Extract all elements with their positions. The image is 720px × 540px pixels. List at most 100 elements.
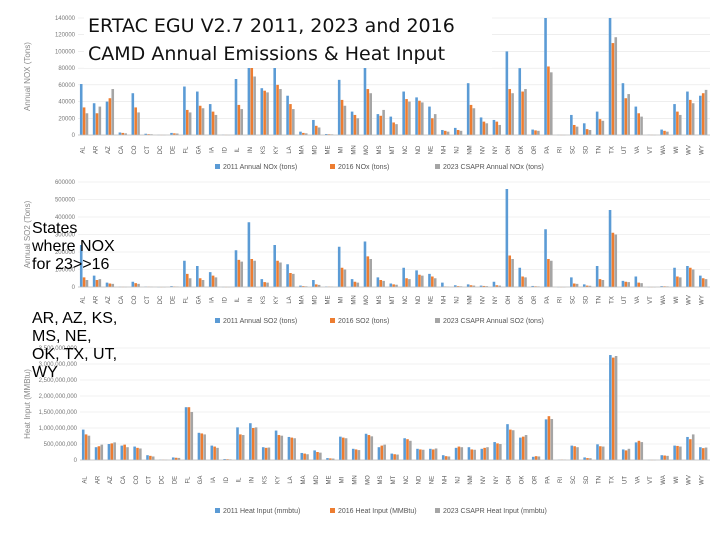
bar-UT-1 [624, 450, 628, 460]
bar-NY-0 [493, 442, 496, 460]
bar-MT-2 [396, 454, 399, 460]
y-tick-label: 2,000,000,000 [39, 394, 78, 400]
x-category-label: IA [209, 297, 215, 303]
bar-IA-1 [211, 275, 215, 287]
bar-MT-0 [389, 116, 393, 135]
bar-SD-2 [589, 458, 592, 460]
bar-AR-0 [94, 447, 98, 460]
bar-MD-2 [317, 284, 321, 287]
bar-PA-1 [547, 259, 550, 287]
x-category-label: CA [119, 146, 125, 154]
bar-LA-1 [289, 104, 292, 135]
x-category-label: OR [532, 475, 538, 485]
bar-NY-0 [492, 119, 496, 135]
x-category-label: MI [338, 146, 344, 153]
legend-label-2: 2023 CSAPR Annual NOx (tons) [443, 164, 544, 171]
bar-VA-0 [634, 276, 638, 287]
bar-KY-2 [279, 89, 282, 135]
bar-OK-2 [524, 277, 527, 287]
bar-OH-0 [506, 424, 509, 460]
bar-ME-2 [331, 458, 335, 460]
x-category-label: SC [571, 145, 577, 154]
x-category-label: ME [327, 476, 333, 485]
x-category-label: WA [661, 145, 667, 154]
bar-SC-2 [575, 283, 579, 287]
legend-swatch-0 [215, 318, 220, 323]
x-category-label: KS [261, 296, 267, 304]
y-tick-label: 40000 [58, 100, 75, 106]
bar-LA-0 [287, 436, 291, 460]
bar-MS-2 [382, 109, 385, 135]
bar-IL-1 [239, 434, 242, 460]
bar-AL-0 [79, 245, 83, 287]
bar-WA-2 [666, 131, 669, 135]
bar-SC-0 [570, 445, 574, 460]
bar-SC-0 [570, 277, 573, 287]
x-category-label: KY [275, 476, 281, 484]
legend-swatch-1 [330, 318, 335, 323]
bar-CO-2 [137, 283, 140, 287]
bar-ID-0 [223, 459, 226, 460]
bar-DE-2 [175, 133, 179, 135]
x-category-label: ID [222, 146, 228, 153]
x-category-label: MA [301, 476, 307, 485]
bar-OR-1 [534, 456, 538, 460]
bar-ND-0 [415, 97, 418, 135]
bar-MN-1 [353, 114, 357, 135]
x-category-label: VA [635, 296, 641, 304]
bar-MT-2 [395, 284, 398, 287]
bar-PA-2 [549, 260, 553, 287]
bar-UT-1 [624, 98, 628, 135]
bar-NV-2 [486, 447, 489, 460]
x-category-label: CO [134, 475, 140, 484]
bar-OK-0 [519, 437, 522, 460]
bar-ND-0 [416, 448, 419, 460]
x-category-label: AR [93, 145, 99, 154]
bar-NJ-1 [456, 286, 460, 287]
x-category-label: NV [480, 296, 486, 304]
bar-AL-1 [84, 434, 88, 460]
bar-MT-1 [392, 122, 395, 135]
note-line-4: AR, AZ, KS, [32, 310, 118, 327]
x-category-label: ND [417, 475, 423, 484]
x-category-label: FL [185, 476, 191, 484]
x-category-label: NH [442, 146, 448, 155]
x-category-label: OR [532, 145, 538, 155]
bar-CO-0 [131, 281, 135, 287]
bar-FL-0 [183, 86, 186, 135]
bar-AL-0 [81, 429, 85, 460]
x-category-label: TX [610, 476, 616, 484]
x-category-label: OH [507, 476, 513, 485]
so2-chart: 0 100000 200000 300000 400000 500000 600000 Ann… [23, 180, 710, 325]
x-category-label: MI [338, 296, 344, 303]
bar-MI-1 [340, 267, 344, 287]
bar-MS-1 [379, 115, 383, 135]
bar-OH-2 [511, 259, 514, 287]
bar-PA-0 [544, 229, 547, 287]
bar-MO-2 [369, 93, 373, 135]
bar-NJ-2 [459, 130, 463, 135]
x-category-label: PA [545, 146, 551, 154]
x-category-label: AL [80, 296, 86, 304]
bar-TX-1 [611, 43, 615, 136]
x-category-label: DC [158, 145, 164, 154]
x-category-label: SD [583, 145, 589, 154]
x-category-label: CA [119, 296, 125, 304]
bar-MN-2 [357, 450, 361, 460]
bar-WV-2 [691, 434, 695, 460]
bar-TX-0 [608, 210, 612, 287]
bar-GA-1 [198, 105, 202, 135]
bar-OK-2 [524, 435, 528, 460]
note-line-1: States [32, 220, 78, 237]
bar-GA-0 [196, 91, 199, 135]
bar-OH-1 [508, 255, 512, 287]
bar-KY-0 [274, 430, 278, 460]
bar-AR-1 [97, 446, 101, 460]
bar-GA-0 [197, 432, 201, 460]
bar-LA-0 [286, 264, 289, 287]
bar-NM-0 [467, 447, 471, 460]
x-category-label: NJ [454, 296, 460, 303]
x-category-label: OK [520, 476, 526, 485]
bar-KY-1 [276, 260, 279, 287]
x-category-label: CT [145, 296, 151, 304]
